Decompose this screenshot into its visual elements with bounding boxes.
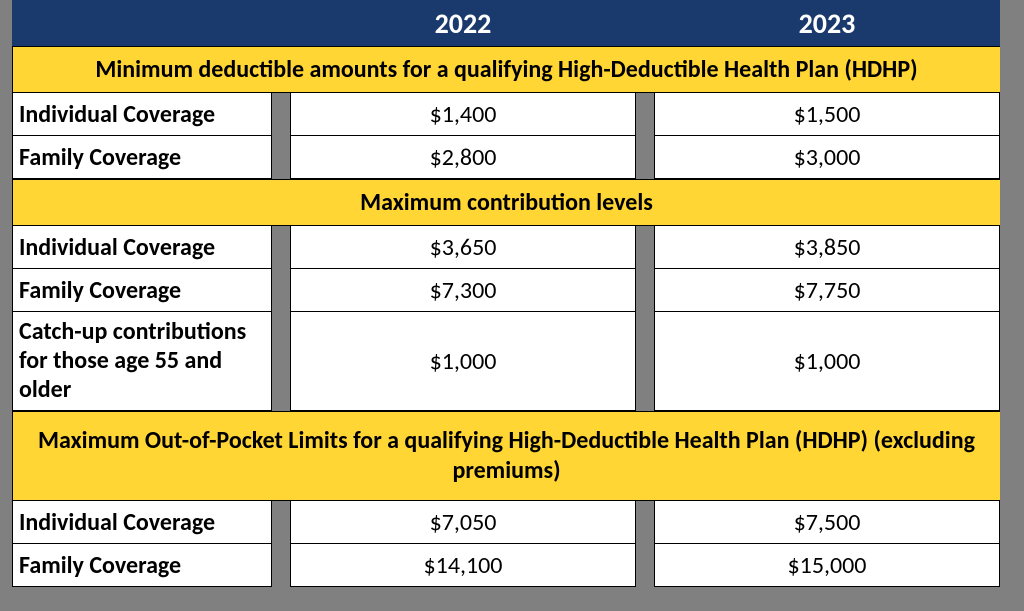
right-edge [1000,0,1012,46]
table-row: Individual Coverage $3,650 $3,850 [12,226,1012,269]
section-title-text: Minimum deductible amounts for a qualify… [12,46,1000,93]
table-row: Family Coverage $14,100 $15,000 [12,544,1012,587]
header-year-2022: 2022 [290,0,636,46]
row-label: Catch-up contributions for those age 55 … [12,312,272,411]
section-title-text: Maximum Out-of-Pocket Limits for a quali… [12,411,1000,501]
row-value-2023: $3,850 [654,226,1000,269]
header-year-2023: 2023 [654,0,1000,46]
row-label: Individual Coverage [12,93,272,136]
section-title-max-contrib: Maximum contribution levels [12,179,1012,226]
table-row: Family Coverage $7,300 $7,750 [12,269,1012,312]
section-title-text: Maximum contribution levels [12,179,1000,226]
row-label: Individual Coverage [12,226,272,269]
bottom-strip [12,587,1012,601]
row-value-2022: $1,000 [290,312,636,411]
section-title-min-deductible: Minimum deductible amounts for a qualify… [12,46,1012,93]
row-value-2023: $1,000 [654,312,1000,411]
hdhp-limits-table: 2022 2023 Minimum deductible amounts for… [12,0,1012,601]
table-row: Individual Coverage $7,050 $7,500 [12,501,1012,544]
row-value-2022: $2,800 [290,136,636,179]
row-value-2022: $7,300 [290,269,636,312]
row-value-2023: $7,750 [654,269,1000,312]
row-value-2023: $1,500 [654,93,1000,136]
table-row: Family Coverage $2,800 $3,000 [12,136,1012,179]
row-value-2023: $3,000 [654,136,1000,179]
row-value-2022: $7,050 [290,501,636,544]
row-label: Family Coverage [12,544,272,587]
header-blank [12,0,272,46]
header-gap [272,0,290,46]
section-title-max-oop: Maximum Out-of-Pocket Limits for a quali… [12,411,1012,501]
row-value-2022: $14,100 [290,544,636,587]
header-gap [636,0,654,46]
row-value-2023: $15,000 [654,544,1000,587]
table-row: Individual Coverage $1,400 $1,500 [12,93,1012,136]
row-label: Individual Coverage [12,501,272,544]
row-label: Family Coverage [12,269,272,312]
header-row: 2022 2023 [12,0,1012,46]
row-value-2023: $7,500 [654,501,1000,544]
row-label: Family Coverage [12,136,272,179]
row-value-2022: $3,650 [290,226,636,269]
table-row: Catch-up contributions for those age 55 … [12,312,1012,411]
row-value-2022: $1,400 [290,93,636,136]
